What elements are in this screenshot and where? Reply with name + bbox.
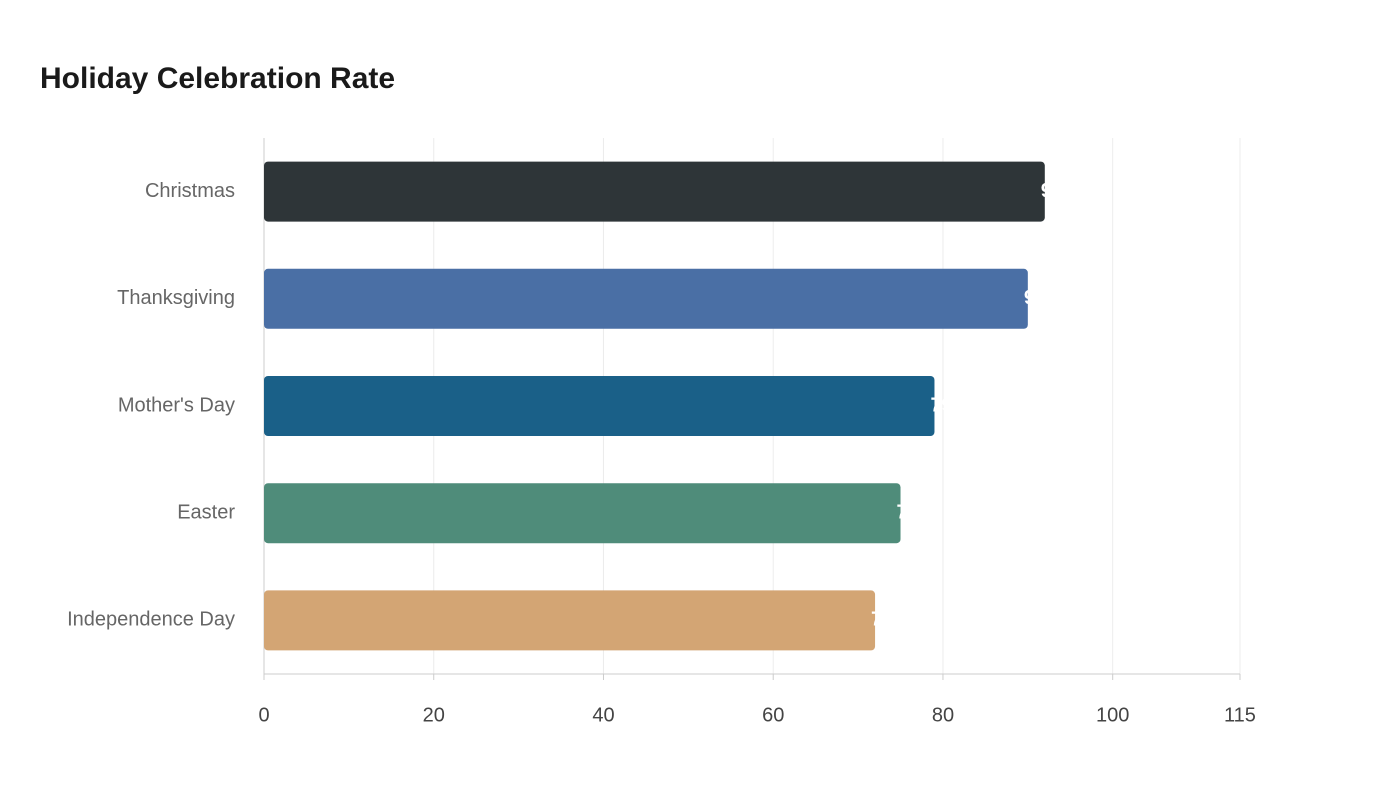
x-tick-label: 0 [258,704,269,726]
y-tick-label: Easter [177,501,235,523]
bar [264,161,1045,222]
bar [264,268,1028,329]
value-label: 79 [930,394,952,416]
value-label: 75 [897,501,919,523]
x-tick-label: 100 [1096,704,1129,726]
y-tick-label: Mother's Day [118,394,235,416]
value-label: 90 [1024,287,1046,309]
bar [264,376,935,436]
value-label: 72 [871,609,893,631]
x-tick-label: 40 [592,704,614,726]
y-tick-label: Christmas [145,180,235,202]
bar [264,590,876,651]
y-tick-label: Thanksgiving [117,287,235,309]
x-tick-label: 20 [423,704,445,726]
x-tick-label: 115 [1224,704,1256,726]
value-label: 92 [1041,180,1063,202]
bar [264,483,901,544]
x-tick-label: 80 [932,704,954,726]
y-tick-label: Independence Day [67,609,235,631]
chart-title: Holiday Celebration Rate [40,62,395,95]
x-tick-label: 60 [762,704,784,726]
